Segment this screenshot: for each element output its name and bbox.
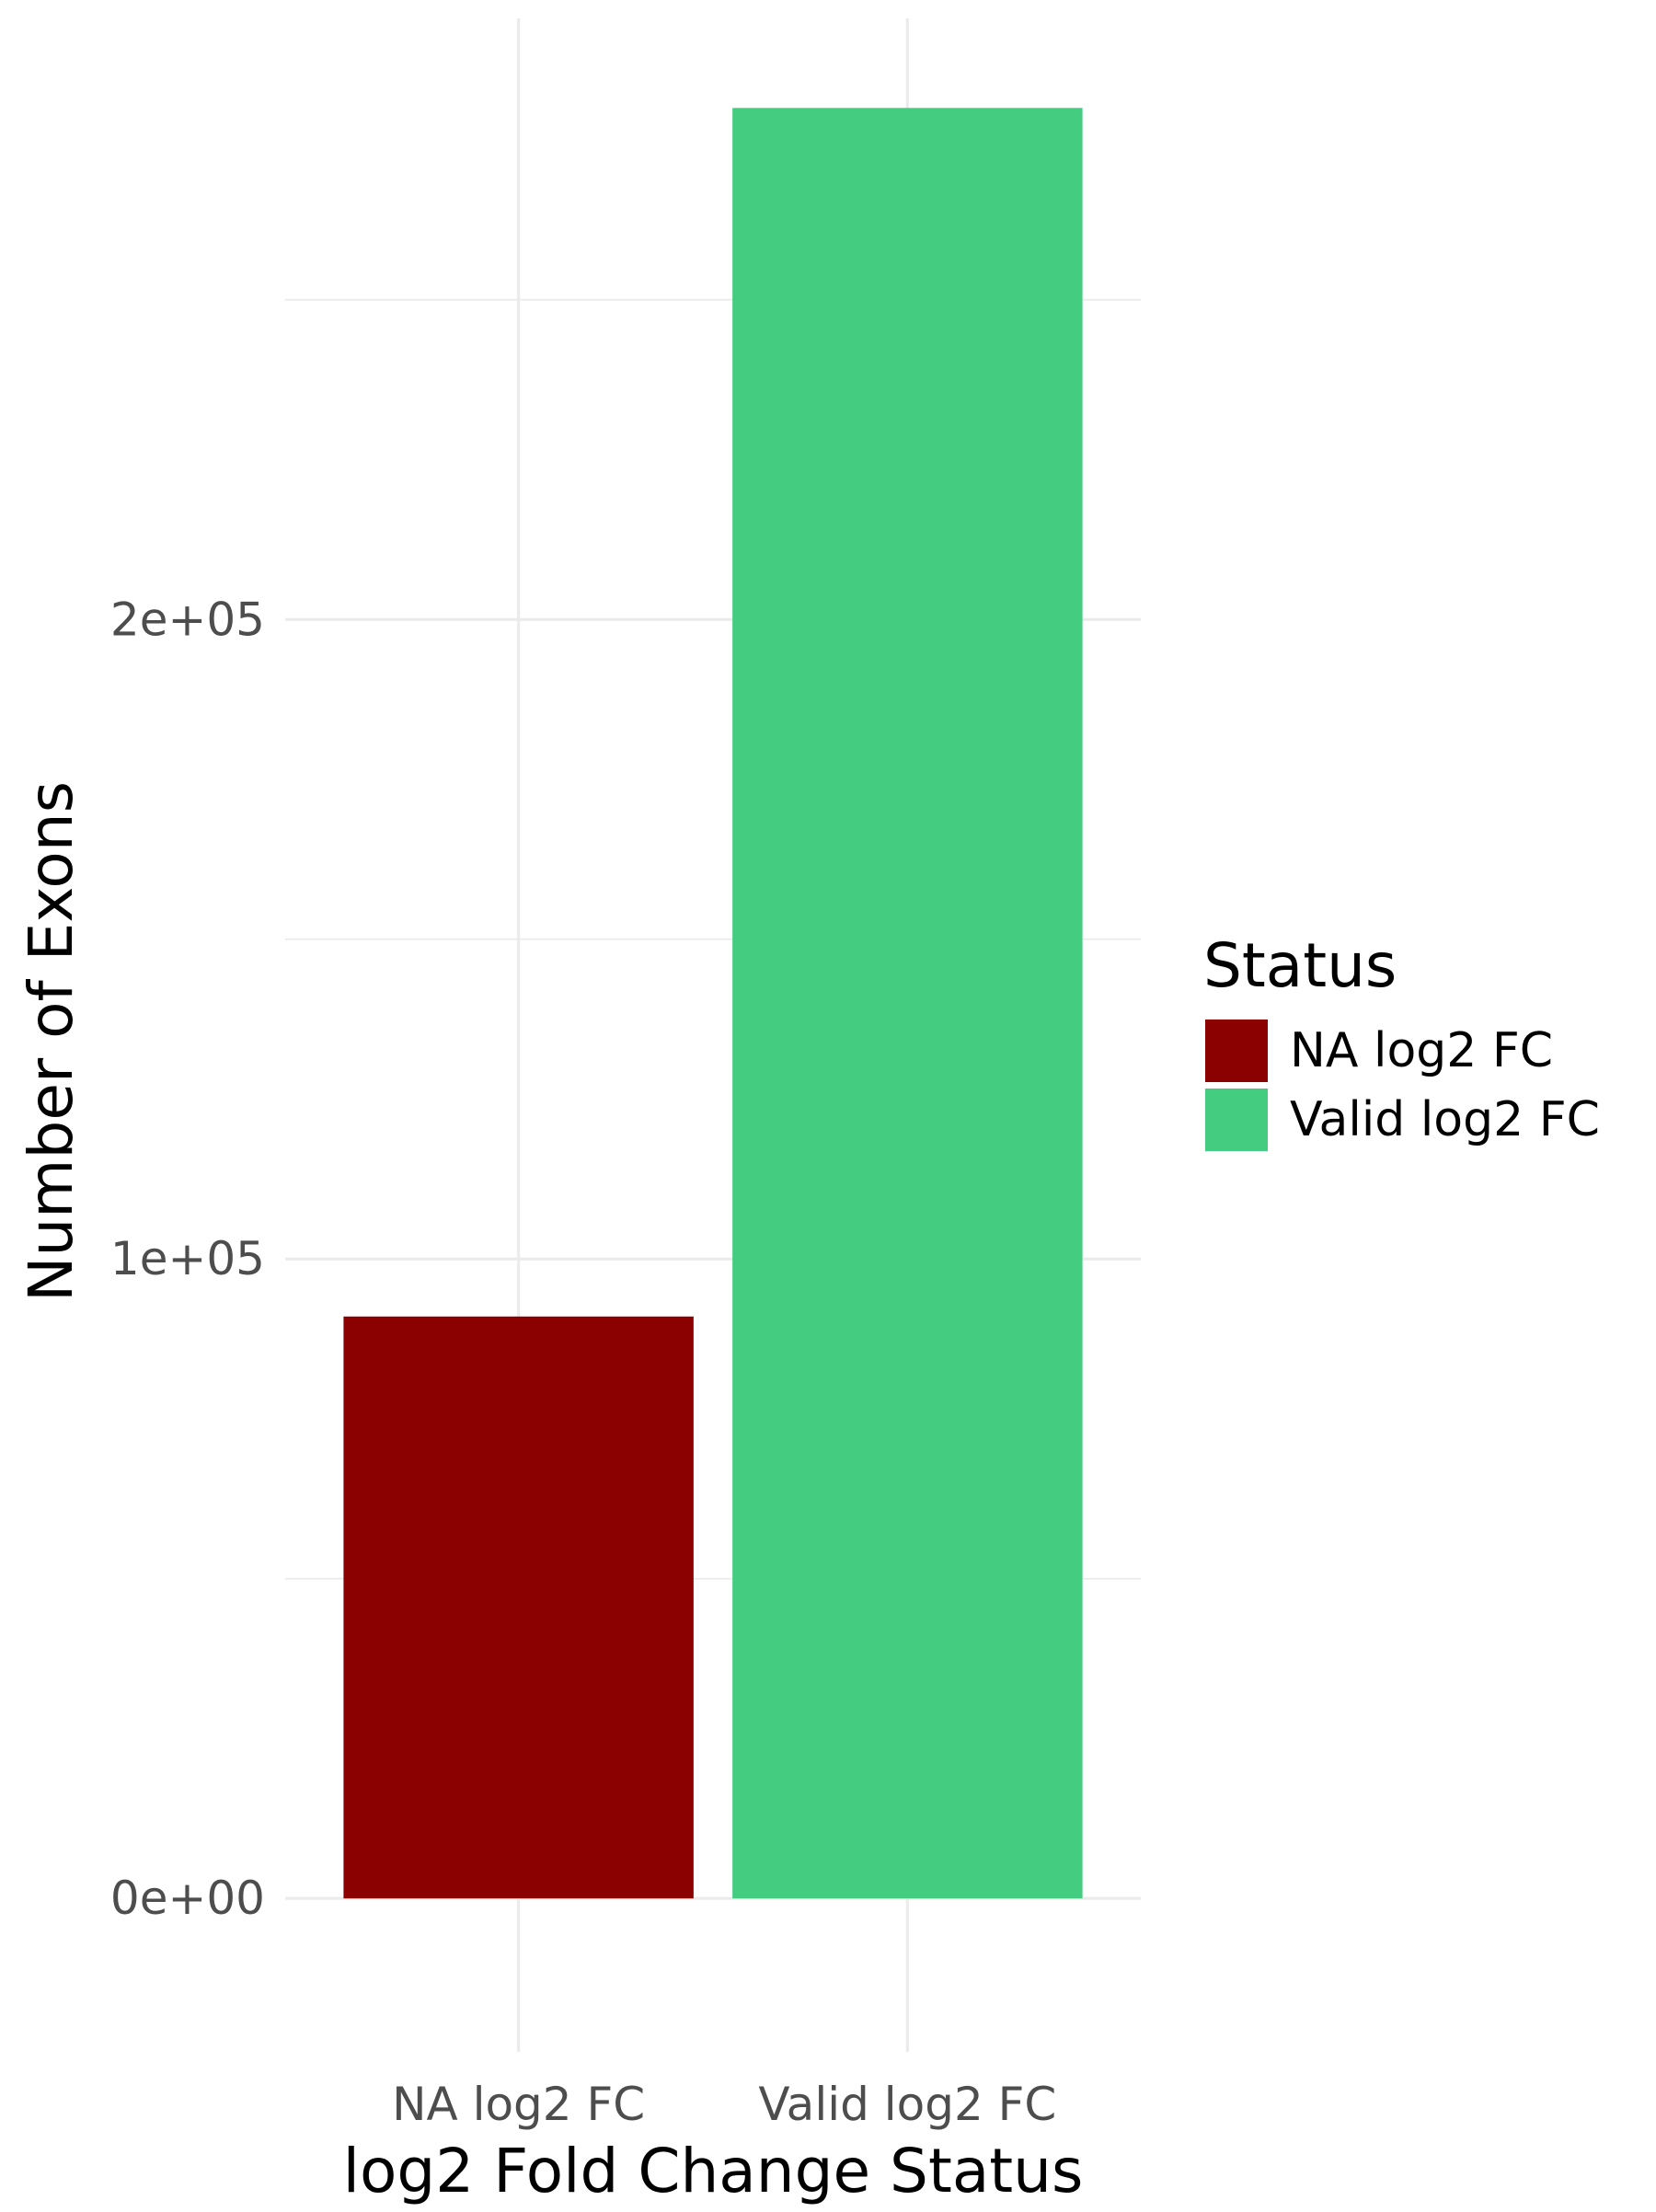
legend-label: Valid log2 FC [1290, 1092, 1600, 1147]
bar-layer [343, 108, 1083, 1899]
x-tick-label: Valid log2 FC [758, 2078, 1056, 2131]
bar-valid-log2-fc [732, 108, 1083, 1899]
x-axis-title: log2 Fold Change Status [343, 2136, 1084, 2206]
legend-key [1205, 1020, 1268, 1082]
legend-label: NA log2 FC [1290, 1023, 1553, 1078]
x-axis-ticks: NA log2 FC Valid log2 FC [392, 2078, 1056, 2131]
legend-key [1205, 1089, 1268, 1151]
y-axis-ticks: 0e+00 1e+05 2e+05 [110, 593, 265, 1925]
legend-items: NA log2 FC Valid log2 FC [1205, 1020, 1600, 1151]
legend: Status NA log2 FC Valid log2 FC [1203, 930, 1600, 1151]
legend-title: Status [1203, 930, 1397, 1001]
y-tick-label: 0e+00 [110, 1872, 265, 1925]
y-axis-title: Number of Exons [16, 781, 86, 1302]
y-tick-label: 1e+05 [110, 1232, 265, 1285]
x-tick-label: NA log2 FC [392, 2078, 645, 2131]
bar-na-log2-fc [343, 1316, 694, 1899]
y-tick-label: 2e+05 [110, 593, 265, 646]
